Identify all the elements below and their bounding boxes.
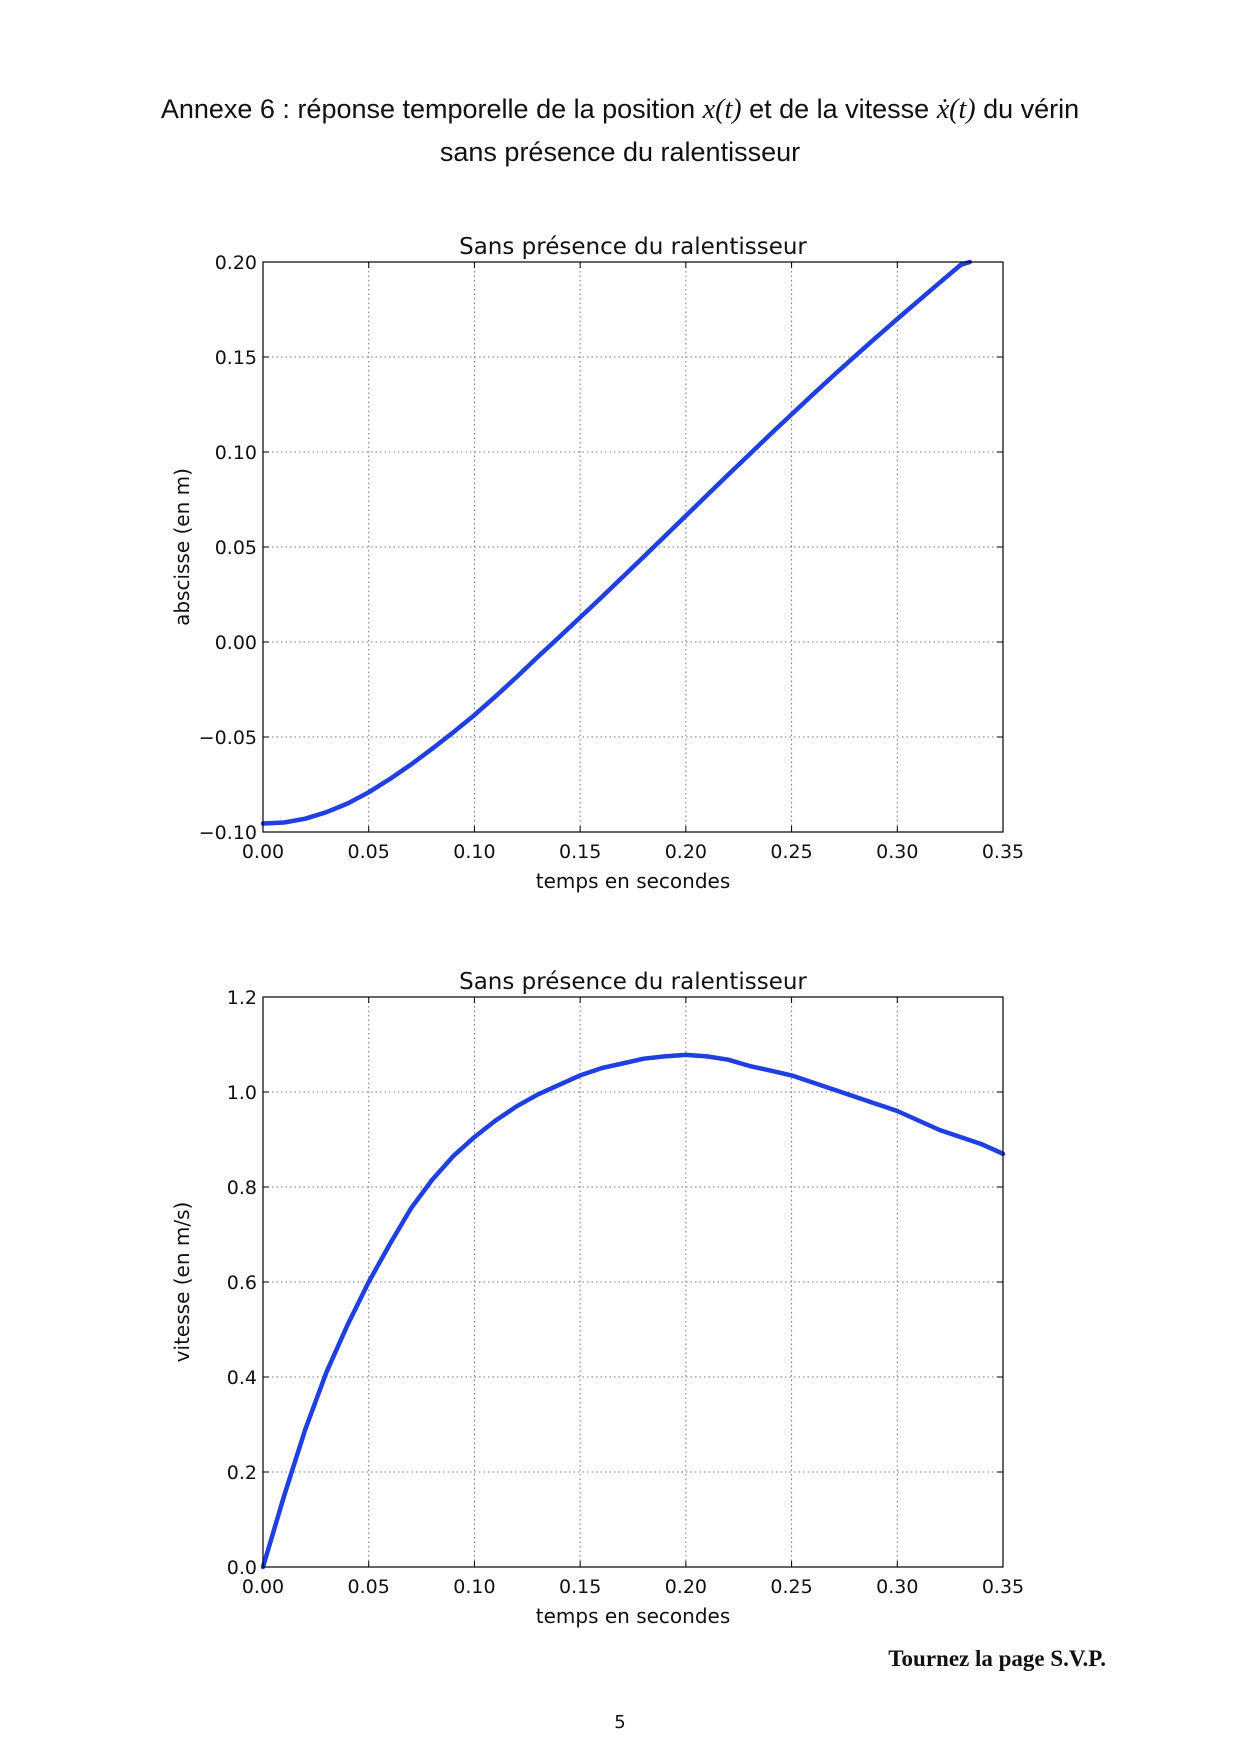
annex-heading-line-1: Annexe 6 : réponse temporelle de la posi…	[0, 88, 1240, 131]
x-tick-label: 0.05	[348, 841, 390, 863]
y-tick-label: 0.20	[215, 252, 257, 274]
x-tick-label: 0.25	[770, 1576, 812, 1598]
y-tick-label: 0.6	[227, 1272, 257, 1294]
position-chart-svg: 0.00 0.05 0.10 0.15 0.20 0.25 0.30 0.35 −0.10 −0.…	[170, 234, 1024, 893]
annex-heading: Annexe 6 : réponse temporelle de la posi…	[0, 88, 1240, 173]
x-tick-label: 0.00	[242, 1576, 284, 1598]
y-axis-label: abscisse (en m)	[170, 468, 194, 626]
x-tick-label: 0.05	[348, 1576, 390, 1598]
x-tick-label: 0.35	[982, 841, 1024, 863]
chart-title: Sans présence du ralentisseur	[459, 969, 807, 995]
annex-heading-line-2: sans présence du ralentisseur	[439, 137, 801, 167]
y-tick-label: 0.05	[215, 537, 257, 559]
y-tick-label: 0.00	[215, 632, 257, 654]
position-symbol: x(t)	[702, 94, 742, 125]
x-tick-label: 0.30	[876, 1576, 918, 1598]
x-tick-label: 0.10	[453, 1576, 495, 1598]
y-tick-label: 0.2	[227, 1462, 257, 1484]
velocity-symbol: ẋ(t)	[936, 94, 976, 125]
y-tick-label: 1.2	[227, 987, 257, 1009]
y-tick-label: 0.0	[227, 1557, 257, 1579]
x-tick-label: 0.15	[559, 841, 601, 863]
y-tick-label: 0.8	[227, 1177, 257, 1199]
velocity-chart-svg: 0.00 0.05 0.10 0.15 0.20 0.25 0.30 0.35 0.0 0.2 0.…	[170, 969, 1024, 1628]
page-number: 5	[614, 1712, 626, 1733]
x-tick-label: 0.35	[982, 1576, 1024, 1598]
y-tick-label: 0.4	[227, 1367, 257, 1389]
y-tick-label: 0.15	[215, 347, 257, 369]
x-tick-label: 0.30	[876, 841, 918, 863]
velocity-chart: 0.00 0.05 0.10 0.15 0.20 0.25 0.30 0.35 0.0 0.2 0.…	[0, 965, 1240, 1645]
position-chart: 0.00 0.05 0.10 0.15 0.20 0.25 0.30 0.35 −0.10 −0.…	[0, 230, 1240, 910]
y-tick-label: 1.0	[227, 1082, 257, 1104]
x-tick-label: 0.10	[453, 841, 495, 863]
x-axis-label: temps en secondes	[536, 869, 731, 893]
plot-frame	[262, 996, 1004, 1568]
chart-title: Sans présence du ralentisseur	[459, 234, 807, 260]
x-tick-label: 0.00	[242, 841, 284, 863]
series-line	[260, 259, 973, 826]
y-tick-label: 0.10	[215, 442, 257, 464]
heading-suffix: du vérin	[983, 94, 1080, 124]
x-tick-label: 0.25	[770, 841, 812, 863]
x-tick-label: 0.20	[665, 841, 707, 863]
y-tick-label: −0.05	[199, 727, 257, 749]
heading-mid: et de la vitesse	[749, 94, 930, 124]
y-axis-label: vitesse (en m/s)	[170, 1202, 194, 1363]
y-tick-label: −0.10	[199, 822, 257, 844]
heading-prefix: Annexe 6 : réponse temporelle de la posi…	[160, 94, 696, 124]
x-tick-label: 0.15	[559, 1576, 601, 1598]
series-line	[260, 1052, 1006, 1570]
plot-frame	[262, 261, 1004, 833]
x-tick-label: 0.20	[665, 1576, 707, 1598]
x-axis-label: temps en secondes	[536, 1604, 731, 1628]
turn-page-note: Tournez la page S.V.P.	[888, 1646, 1106, 1671]
